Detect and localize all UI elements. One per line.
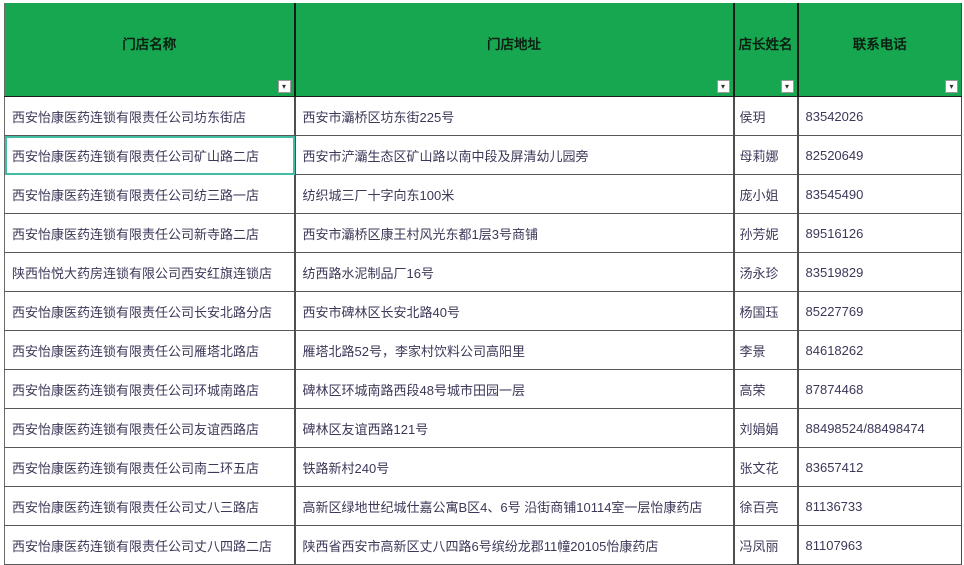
cell-phone[interactable]: 83519829: [797, 252, 962, 292]
cell-manager[interactable]: 汤永珍: [733, 252, 799, 292]
table-row: 西安怡康医药连锁有限责任公司新寺路二店 西安市灞桥区康王村风光东都1层3号商铺 孙芳…: [4, 213, 962, 253]
cell-address[interactable]: 纺西路水泥制品厂16号: [294, 252, 735, 292]
cell-phone[interactable]: 83545490: [797, 174, 962, 214]
cell-phone[interactable]: 83542026: [797, 96, 962, 136]
cell-manager[interactable]: 冯凤丽: [733, 525, 799, 565]
cell-manager[interactable]: 母莉娜: [733, 135, 799, 175]
cell-name[interactable]: 西安怡康医药连锁有限责任公司纺三路一店: [4, 174, 296, 214]
cell-phone[interactable]: 81136733: [797, 486, 962, 526]
table-row: 西安怡康医药连锁有限责任公司丈八四路二店 陕西省西安市高新区丈八四路6号缤纷龙郡1…: [4, 525, 962, 565]
header-manager-name-label: 店长姓名: [738, 36, 793, 52]
header-row: 门店名称 ▾ 门店地址 ▾ 店长姓名 ▾ 联系电话 ▾: [4, 3, 962, 97]
filter-dropdown-icon[interactable]: ▾: [277, 80, 291, 93]
cell-address[interactable]: 雁塔北路52号，李家村饮料公司高阳里: [294, 330, 735, 370]
header-store-address: 门店地址 ▾: [294, 3, 735, 97]
cell-address[interactable]: 西安市灞桥区康王村风光东都1层3号商铺: [294, 213, 735, 253]
header-manager-name: 店长姓名 ▾: [733, 3, 799, 97]
cell-address[interactable]: 陕西省西安市高新区丈八四路6号缤纷龙郡11幢20105怡康药店: [294, 525, 735, 565]
cell-manager[interactable]: 高荣: [733, 369, 799, 409]
filter-dropdown-icon[interactable]: ▾: [716, 80, 730, 93]
table-row: 西安怡康医药连锁有限责任公司坊东街店 西安市灞桥区坊东街225号 侯玥 8354202…: [4, 96, 962, 136]
cell-address[interactable]: 高新区绿地世纪城仕嘉公寓B区4、6号 沿街商铺10114室一层怡康药店: [294, 486, 735, 526]
table-row: 西安怡康医药连锁有限责任公司丈八三路店 高新区绿地世纪城仕嘉公寓B区4、6号 沿街…: [4, 486, 962, 526]
table-row: 西安怡康医药连锁有限责任公司长安北路分店 西安市碑林区长安北路40号 杨国珏 8522…: [4, 291, 962, 331]
cell-manager[interactable]: 张文花: [733, 447, 799, 487]
cell-phone[interactable]: 83657412: [797, 447, 962, 487]
cell-name[interactable]: 西安怡康医药连锁有限责任公司新寺路二店: [4, 213, 296, 253]
cell-name[interactable]: 西安怡康医药连锁有限责任公司坊东街店: [4, 96, 296, 136]
table-row: 西安怡康医药连锁有限责任公司纺三路一店 纺织城三厂十字向东100米 庞小姐 83545…: [4, 174, 962, 214]
table-row: 陕西怡悦大药房连锁有限公司西安红旗连锁店 纺西路水泥制品厂16号 汤永珍 835198…: [4, 252, 962, 292]
table-row: 西安怡康医药连锁有限责任公司雁塔北路店 雁塔北路52号，李家村饮料公司高阳里 李景 8…: [4, 330, 962, 370]
filter-dropdown-icon[interactable]: ▾: [945, 80, 958, 93]
cell-manager[interactable]: 刘娟娟: [733, 408, 799, 448]
cell-phone[interactable]: 82520649: [797, 135, 962, 175]
store-table: 门店名称 ▾ 门店地址 ▾ 店长姓名 ▾ 联系电话 ▾ 西安怡康医药连锁有限责任…: [4, 3, 962, 565]
cell-manager[interactable]: 庞小姐: [733, 174, 799, 214]
cell-address[interactable]: 碑林区友谊西路121号: [294, 408, 735, 448]
header-contact-phone: 联系电话 ▾: [797, 3, 962, 97]
cell-manager[interactable]: 徐百亮: [733, 486, 799, 526]
cell-phone[interactable]: 88498524/88498474: [797, 408, 962, 448]
cell-address[interactable]: 纺织城三厂十字向东100米: [294, 174, 735, 214]
cell-name[interactable]: 西安怡康医药连锁有限责任公司环城南路店: [4, 369, 296, 409]
cell-phone[interactable]: 89516126: [797, 213, 962, 253]
header-contact-phone-label: 联系电话: [852, 36, 907, 52]
cell-phone[interactable]: 87874468: [797, 369, 962, 409]
table-row: 西安怡康医药连锁有限责任公司环城南路店 碑林区环城南路西段48号城市田园一层 高荣 8…: [4, 369, 962, 409]
table-row: 西安怡康医药连锁有限责任公司友谊西路店 碑林区友谊西路121号 刘娟娟 8849852…: [4, 408, 962, 448]
cell-manager[interactable]: 孙芳妮: [733, 213, 799, 253]
cell-phone[interactable]: 85227769: [797, 291, 962, 331]
cell-manager[interactable]: 侯玥: [733, 96, 799, 136]
cell-phone[interactable]: 84618262: [797, 330, 962, 370]
cell-phone[interactable]: 81107963: [797, 525, 962, 565]
filter-dropdown-icon[interactable]: ▾: [780, 80, 794, 93]
cell-address[interactable]: 西安市碑林区长安北路40号: [294, 291, 735, 331]
cell-manager[interactable]: 杨国珏: [733, 291, 799, 331]
spreadsheet: 门店名称 ▾ 门店地址 ▾ 店长姓名 ▾ 联系电话 ▾ 西安怡康医药连锁有限责任…: [4, 3, 962, 565]
table-row: 西安怡康医药连锁有限责任公司南二环五店 铁路新村240号 张文花 83657412: [4, 447, 962, 487]
cell-name[interactable]: 西安怡康医药连锁有限责任公司丈八三路店: [4, 486, 296, 526]
cell-name[interactable]: 西安怡康医药连锁有限责任公司友谊西路店: [4, 408, 296, 448]
cell-name[interactable]: 西安怡康医药连锁有限责任公司雁塔北路店: [4, 330, 296, 370]
header-store-name-label: 门店名称: [122, 36, 177, 52]
cell-address[interactable]: 碑林区环城南路西段48号城市田园一层: [294, 369, 735, 409]
cell-name[interactable]: 西安怡康医药连锁有限责任公司长安北路分店: [4, 291, 296, 331]
header-store-address-label: 门店地址: [487, 36, 541, 52]
cell-address[interactable]: 西安市浐灞生态区矿山路以南中段及屏清幼儿园旁: [294, 135, 735, 175]
cell-name[interactable]: 西安怡康医药连锁有限责任公司丈八四路二店: [4, 525, 296, 565]
cell-name[interactable]: 陕西怡悦大药房连锁有限公司西安红旗连锁店: [4, 252, 296, 292]
cell-name[interactable]: 西安怡康医药连锁有限责任公司矿山路二店: [4, 135, 296, 175]
cell-name[interactable]: 西安怡康医药连锁有限责任公司南二环五店: [4, 447, 296, 487]
cell-address[interactable]: 铁路新村240号: [294, 447, 735, 487]
cell-address[interactable]: 西安市灞桥区坊东街225号: [294, 96, 735, 136]
table-row: 西安怡康医药连锁有限责任公司矿山路二店 西安市浐灞生态区矿山路以南中段及屏清幼儿园…: [4, 135, 962, 175]
cell-manager[interactable]: 李景: [733, 330, 799, 370]
header-store-name: 门店名称 ▾: [4, 3, 296, 97]
